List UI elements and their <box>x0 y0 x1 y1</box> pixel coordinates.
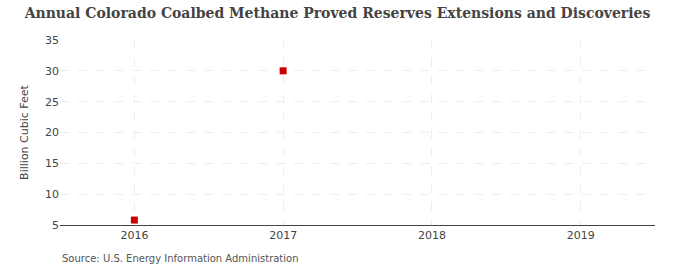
svg-text:2018: 2018 <box>418 229 446 242</box>
svg-text:10: 10 <box>45 188 59 201</box>
svg-text:2017: 2017 <box>269 229 297 242</box>
svg-text:Annual Colorado Coalbed Methan: Annual Colorado Coalbed Methane Proved R… <box>24 5 651 21</box>
svg-text:20: 20 <box>45 126 59 139</box>
svg-text:25: 25 <box>45 96 59 109</box>
svg-text:Billion Cubic Feet: Billion Cubic Feet <box>18 84 31 179</box>
svg-text:35: 35 <box>45 34 59 47</box>
svg-text:2019: 2019 <box>567 229 595 242</box>
svg-text:5: 5 <box>52 219 59 232</box>
svg-text:15: 15 <box>45 157 59 170</box>
svg-text:30: 30 <box>45 65 59 78</box>
svg-text:2016: 2016 <box>120 229 148 242</box>
svg-text:Source: U.S. Energy Informatio: Source: U.S. Energy Information Administ… <box>62 253 299 264</box>
